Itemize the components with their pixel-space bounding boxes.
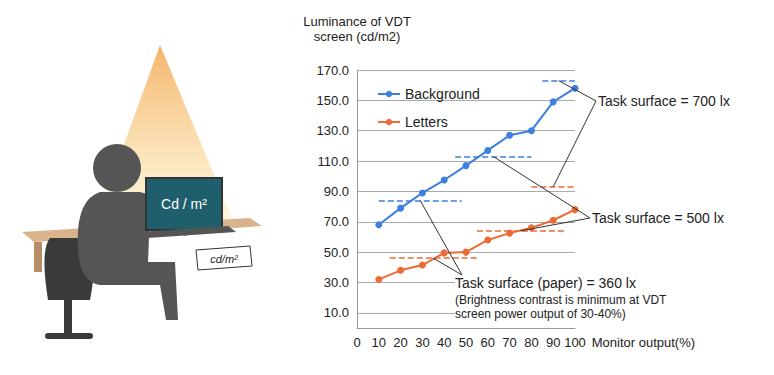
svg-text:110.0: 110.0 xyxy=(317,154,349,169)
svg-text:(Brightness contrast is minimu: (Brightness contrast is minimum at VDT xyxy=(455,293,667,307)
svg-text:Background: Background xyxy=(405,86,480,102)
svg-text:10.0: 10.0 xyxy=(324,305,349,320)
svg-text:170.0: 170.0 xyxy=(316,63,349,78)
svg-text:60: 60 xyxy=(481,335,495,350)
svg-text:screen power output of 30-40%): screen power output of 30-40%) xyxy=(455,307,626,321)
svg-text:70.0: 70.0 xyxy=(324,214,349,229)
svg-text:Monitor output(%): Monitor output(%) xyxy=(592,335,695,350)
svg-text:130.0: 130.0 xyxy=(316,123,349,138)
svg-text:Letters: Letters xyxy=(405,114,448,130)
svg-text:50: 50 xyxy=(459,335,473,350)
svg-text:30: 30 xyxy=(415,335,429,350)
svg-text:70: 70 xyxy=(502,335,516,350)
svg-text:10: 10 xyxy=(372,335,386,350)
svg-text:Task surface = 500 lx: Task surface = 500 lx xyxy=(592,210,724,226)
svg-text:screen (cd/m2): screen (cd/m2) xyxy=(314,29,401,44)
svg-text:cd/m²: cd/m² xyxy=(210,253,238,265)
svg-text:50.0: 50.0 xyxy=(324,245,349,260)
svg-text:90: 90 xyxy=(546,335,560,350)
svg-text:0: 0 xyxy=(353,335,360,350)
svg-text:30.0: 30.0 xyxy=(324,275,349,290)
svg-text:40: 40 xyxy=(437,335,451,350)
svg-text:Cd / m²: Cd / m² xyxy=(161,196,207,212)
svg-text:Task surface (paper) = 360 lx: Task surface (paper) = 360 lx xyxy=(455,275,636,291)
svg-text:Task surface = 700 lx: Task surface = 700 lx xyxy=(598,93,730,109)
svg-text:100: 100 xyxy=(564,335,586,350)
svg-text:20: 20 xyxy=(393,335,407,350)
svg-text:90.0: 90.0 xyxy=(324,184,349,199)
svg-text:80: 80 xyxy=(524,335,538,350)
svg-text:Luminance of VDT: Luminance of VDT xyxy=(303,14,411,29)
svg-text:150.0: 150.0 xyxy=(316,93,349,108)
